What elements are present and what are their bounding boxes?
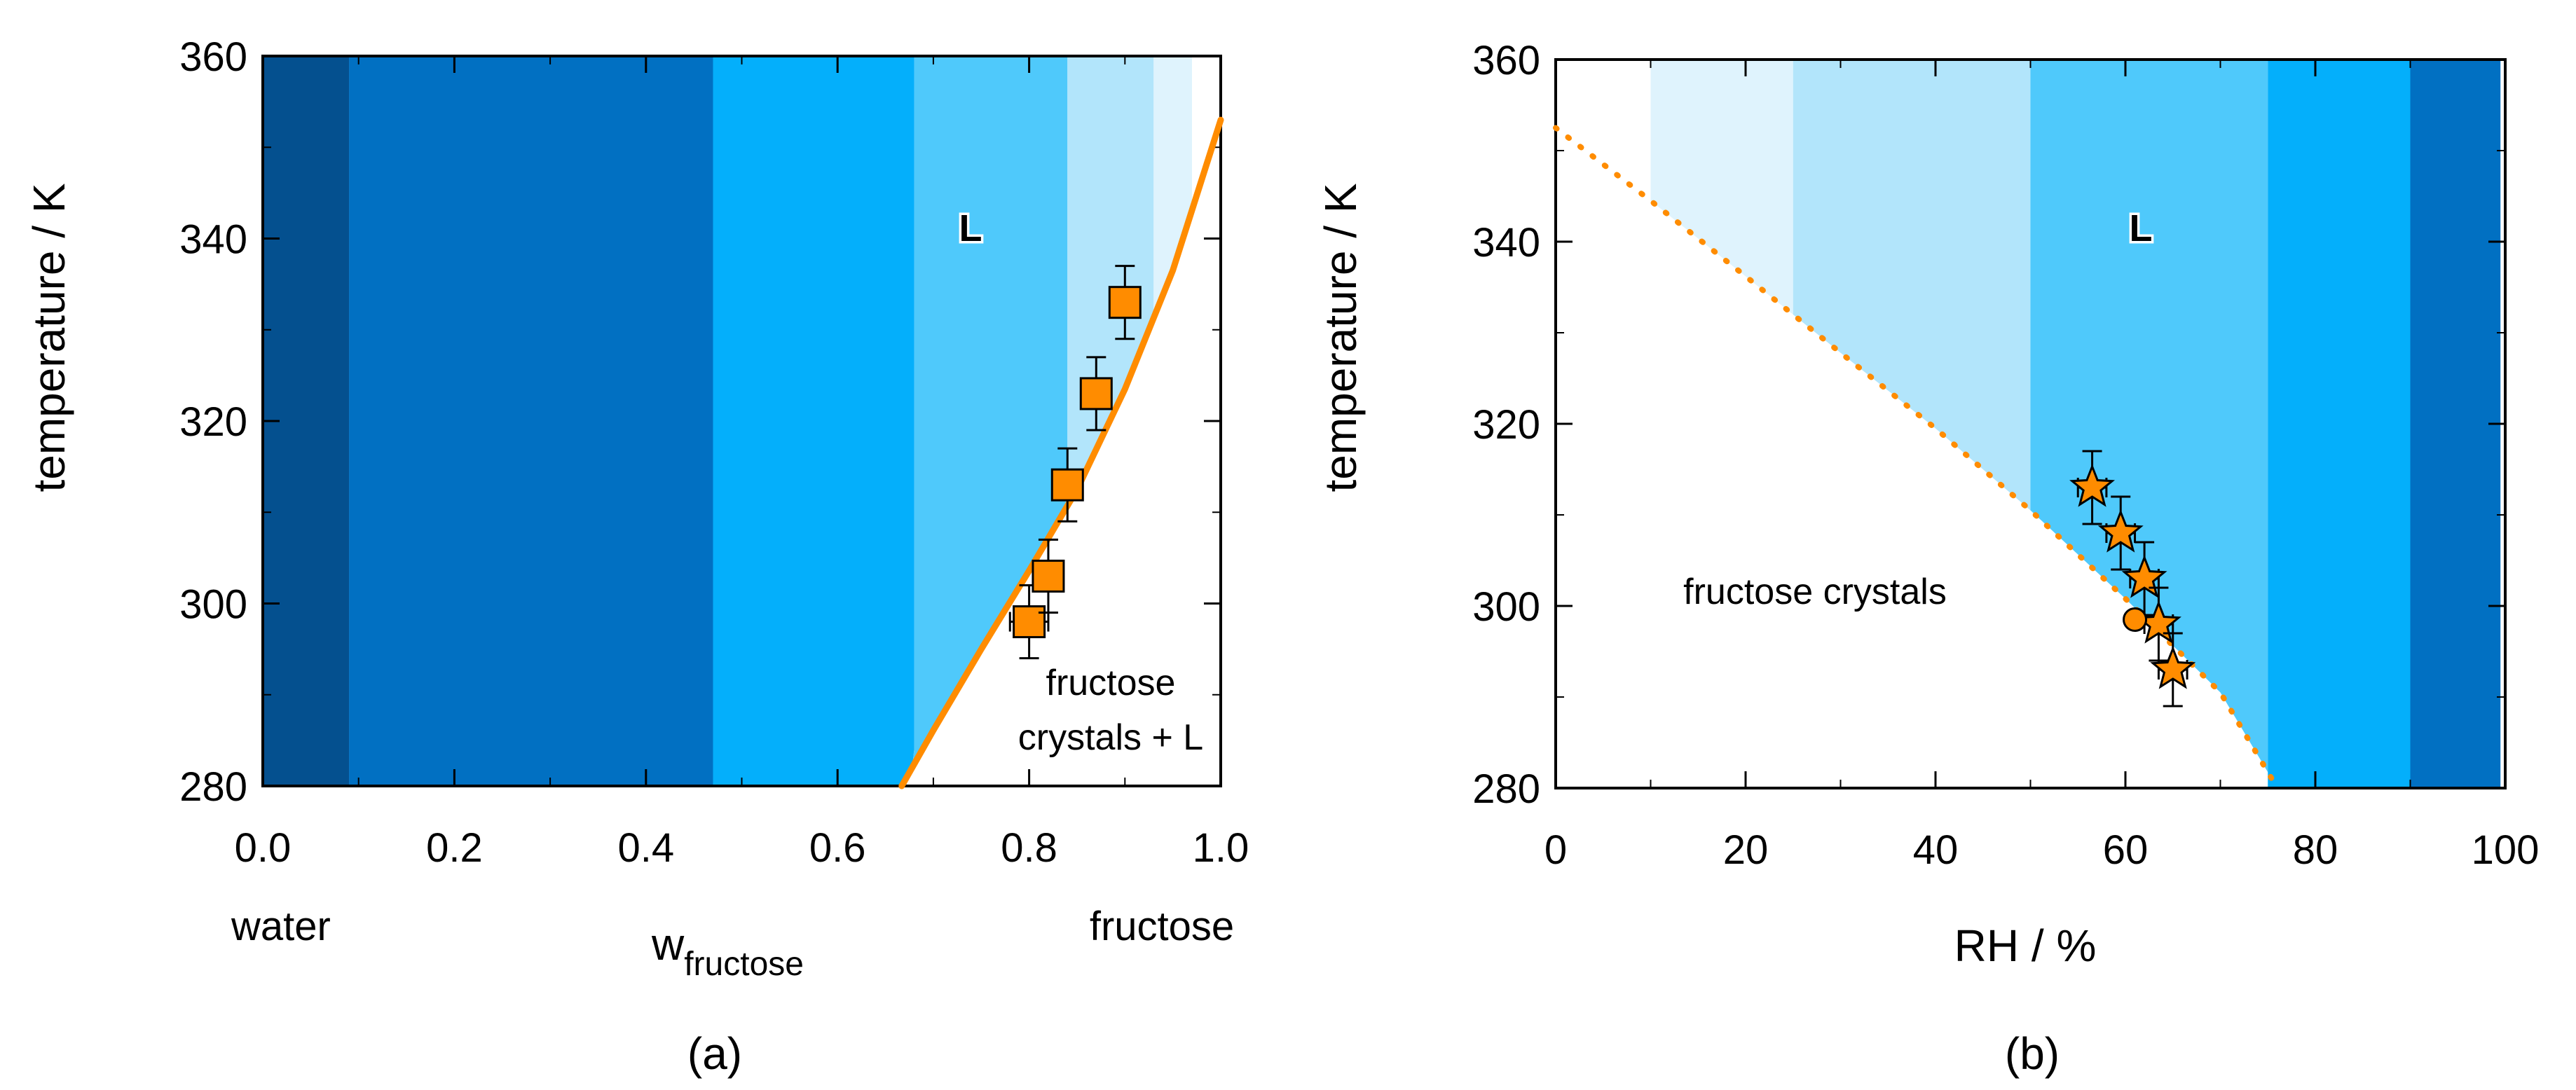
x-tick-label: 40 <box>1913 827 1959 873</box>
x-tick-label: 1.0 <box>1193 825 1249 871</box>
phase-bands-b <box>1556 60 2505 788</box>
x-tick-label: 60 <box>2103 827 2149 873</box>
caption-a: (a) <box>687 1028 742 1079</box>
data-point <box>2150 632 2196 708</box>
phase-band <box>349 56 713 786</box>
phase-band <box>2268 60 2411 788</box>
y-tick-label: 280 <box>179 764 247 810</box>
square-marker <box>1079 377 1113 411</box>
square-marker <box>1108 286 1142 319</box>
y-tick-label: 280 <box>1472 766 1540 812</box>
x-tick-label: 0.2 <box>426 825 483 871</box>
phase-label-crystals-b: fructose crystals <box>1683 572 1947 612</box>
chart-panel-b: 0 20 40 60 80 100 280 300 320 340 360 temperature … <box>1315 38 2539 1079</box>
phase-label-liquid-b: L <box>2130 207 2153 249</box>
square-marker <box>1032 559 1065 593</box>
phase-label-crystals-a-line1: fructose <box>1046 663 1176 703</box>
points-a <box>1008 265 1142 660</box>
curve-a <box>898 116 1224 789</box>
x-tick-label: 0.8 <box>1001 825 1057 871</box>
x-tick-label: 20 <box>1723 827 1769 873</box>
solubility-curve <box>898 116 1224 789</box>
y-tick-label: 320 <box>1472 402 1540 448</box>
y-tick-label: 340 <box>1472 220 1540 265</box>
y-axis-label-a: temperature / K <box>24 183 74 492</box>
phase-band <box>901 56 1068 786</box>
x-tick-label: 100 <box>2472 827 2540 873</box>
phase-bands-a <box>263 56 1221 786</box>
x-axis-label-main-a: w <box>651 919 685 970</box>
circle-marker <box>2123 607 2148 632</box>
data-point <box>1032 538 1065 614</box>
x-tick-label: 0.0 <box>235 825 292 871</box>
y-tick-label: 360 <box>1472 38 1540 83</box>
phase-label-crystals-a-line2: crystals + L <box>1018 717 1203 758</box>
endpoint-label-water: water <box>231 904 331 949</box>
y-tick-label: 300 <box>1472 584 1540 630</box>
phase-label-liquid-a: L <box>959 207 982 249</box>
phase-band <box>1793 60 2031 511</box>
x-tick-label: 0.4 <box>617 825 674 871</box>
ticks-a <box>261 55 1222 787</box>
square-marker <box>1013 605 1046 639</box>
data-point <box>2097 495 2144 571</box>
phase-band <box>901 56 1192 786</box>
square-marker <box>1050 468 1084 502</box>
data-point <box>1008 584 1050 660</box>
star-marker <box>2121 554 2167 598</box>
endpoint-label-fructose: fructose <box>1090 904 1234 949</box>
y-tick-label: 320 <box>179 399 247 445</box>
points-b <box>2069 450 2196 708</box>
y-tick-label: 340 <box>179 217 247 263</box>
star-marker <box>2097 509 2144 553</box>
phase-band <box>901 56 1154 786</box>
x-axis-label-b: RH / % <box>1954 920 2097 971</box>
phase-band <box>713 56 914 786</box>
y-tick-label: 300 <box>179 582 247 628</box>
caption-b: (b) <box>2005 1028 2060 1079</box>
data-point <box>2069 450 2116 525</box>
data-point <box>1108 265 1142 340</box>
data-point <box>1079 356 1113 432</box>
x-tick-label: 0 <box>1544 827 1567 873</box>
star-marker <box>2150 645 2196 689</box>
tick-labels-b: 0 20 40 60 80 100 280 300 320 340 360 <box>1472 38 2539 873</box>
phase-band <box>2410 60 2501 788</box>
ticks-b <box>1554 58 2507 789</box>
y-tick-label: 360 <box>179 34 247 80</box>
x-tick-label: 0.6 <box>809 825 866 871</box>
chart-panel-a: 0.0 0.2 0.4 0.6 0.8 1.0 280 300 320 340 360 temper… <box>24 34 1249 1079</box>
data-point <box>1050 447 1084 523</box>
x-axis-label-a: wfructose <box>651 919 804 983</box>
phase-band <box>1650 60 1793 315</box>
x-axis-label-sub-a: fructose <box>684 946 804 983</box>
tick-labels-a: 0.0 0.2 0.4 0.6 0.8 1.0 280 300 320 340 360 <box>179 34 1249 871</box>
star-marker <box>2069 463 2116 507</box>
x-tick-label: 80 <box>2293 827 2338 873</box>
phase-band <box>2030 60 2268 773</box>
data-point <box>2121 541 2167 616</box>
y-axis-label-b: temperature / K <box>1315 183 1366 492</box>
